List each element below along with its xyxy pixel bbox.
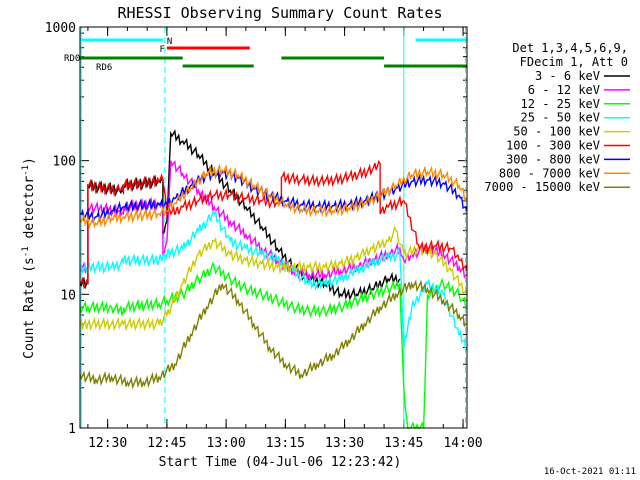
chart-title: RHESSI Observing Summary Count Rates	[117, 4, 442, 22]
y-axis-label-sup2: -1	[21, 165, 31, 176]
legend-label-1: 3 - 6 keV	[535, 69, 600, 83]
x-tick-label: 13:30	[325, 436, 364, 451]
legend-label-6: 100 - 300 keV	[506, 139, 600, 153]
series-line-3	[79, 260, 468, 429]
series-line-1	[79, 129, 401, 302]
state-bar-label-rd0: RD0	[64, 54, 80, 64]
legend-label-7: 300 - 800 keV	[506, 152, 600, 166]
x-tick-label: 13:45	[384, 436, 423, 451]
legend-label-4: 25 - 50 keV	[521, 111, 600, 125]
series-line-4	[79, 208, 468, 353]
legend-label-8: 800 - 7000 keV	[499, 166, 600, 180]
series-line-7	[79, 166, 468, 224]
x-tick-label: 14:00	[443, 436, 482, 451]
series-line-5	[79, 225, 468, 332]
state-bar-label-n: N	[167, 37, 172, 47]
y-axis-label-end: )	[22, 157, 37, 165]
x-tick-label: 13:00	[207, 436, 246, 451]
legend-header-line-2: FDecim 1, Att 0	[520, 55, 628, 69]
legend-header-line-1: Det 1,3,4,5,6,9,	[512, 41, 628, 55]
y-tick-label: 1000	[45, 21, 76, 36]
legend-label-2: 6 - 12 keV	[528, 83, 600, 97]
y-tick-label: 1	[68, 422, 76, 437]
legend-label-5: 50 - 100 keV	[513, 125, 600, 139]
x-tick-label: 12:30	[88, 436, 127, 451]
y-axis-label-mid: detector	[22, 176, 37, 247]
y-axis-label-sup1: -1	[21, 246, 31, 257]
y-axis-label-main: Count Rate (s	[22, 257, 37, 359]
x-axis-label: Start Time (04-Jul-06 12:23:42)	[159, 455, 402, 470]
state-bar-label-rd6: RD6	[96, 63, 112, 73]
y-axis-label: Count Rate (s-1 detector-1)	[21, 157, 37, 359]
y-tick-label: 10	[60, 288, 76, 303]
plot-frame	[79, 26, 468, 429]
footer-timestamp: 16-Oct-2021 01:11	[544, 467, 636, 477]
x-tick-label: 13:15	[266, 436, 305, 451]
state-bar-label-f: F	[159, 45, 164, 55]
y-tick-label: 100	[53, 155, 76, 170]
x-tick-label: 12:45	[147, 436, 186, 451]
series-line-9	[79, 279, 468, 390]
plot-area: 1 10 100 1000 12:30 12:45 13:00 13:15 13:30 13:45…	[45, 21, 483, 451]
legend-label-3: 12 - 25 keV	[521, 97, 600, 111]
legend-label-9: 7000 - 15000 keV	[484, 180, 600, 194]
series-line-8	[79, 163, 468, 230]
